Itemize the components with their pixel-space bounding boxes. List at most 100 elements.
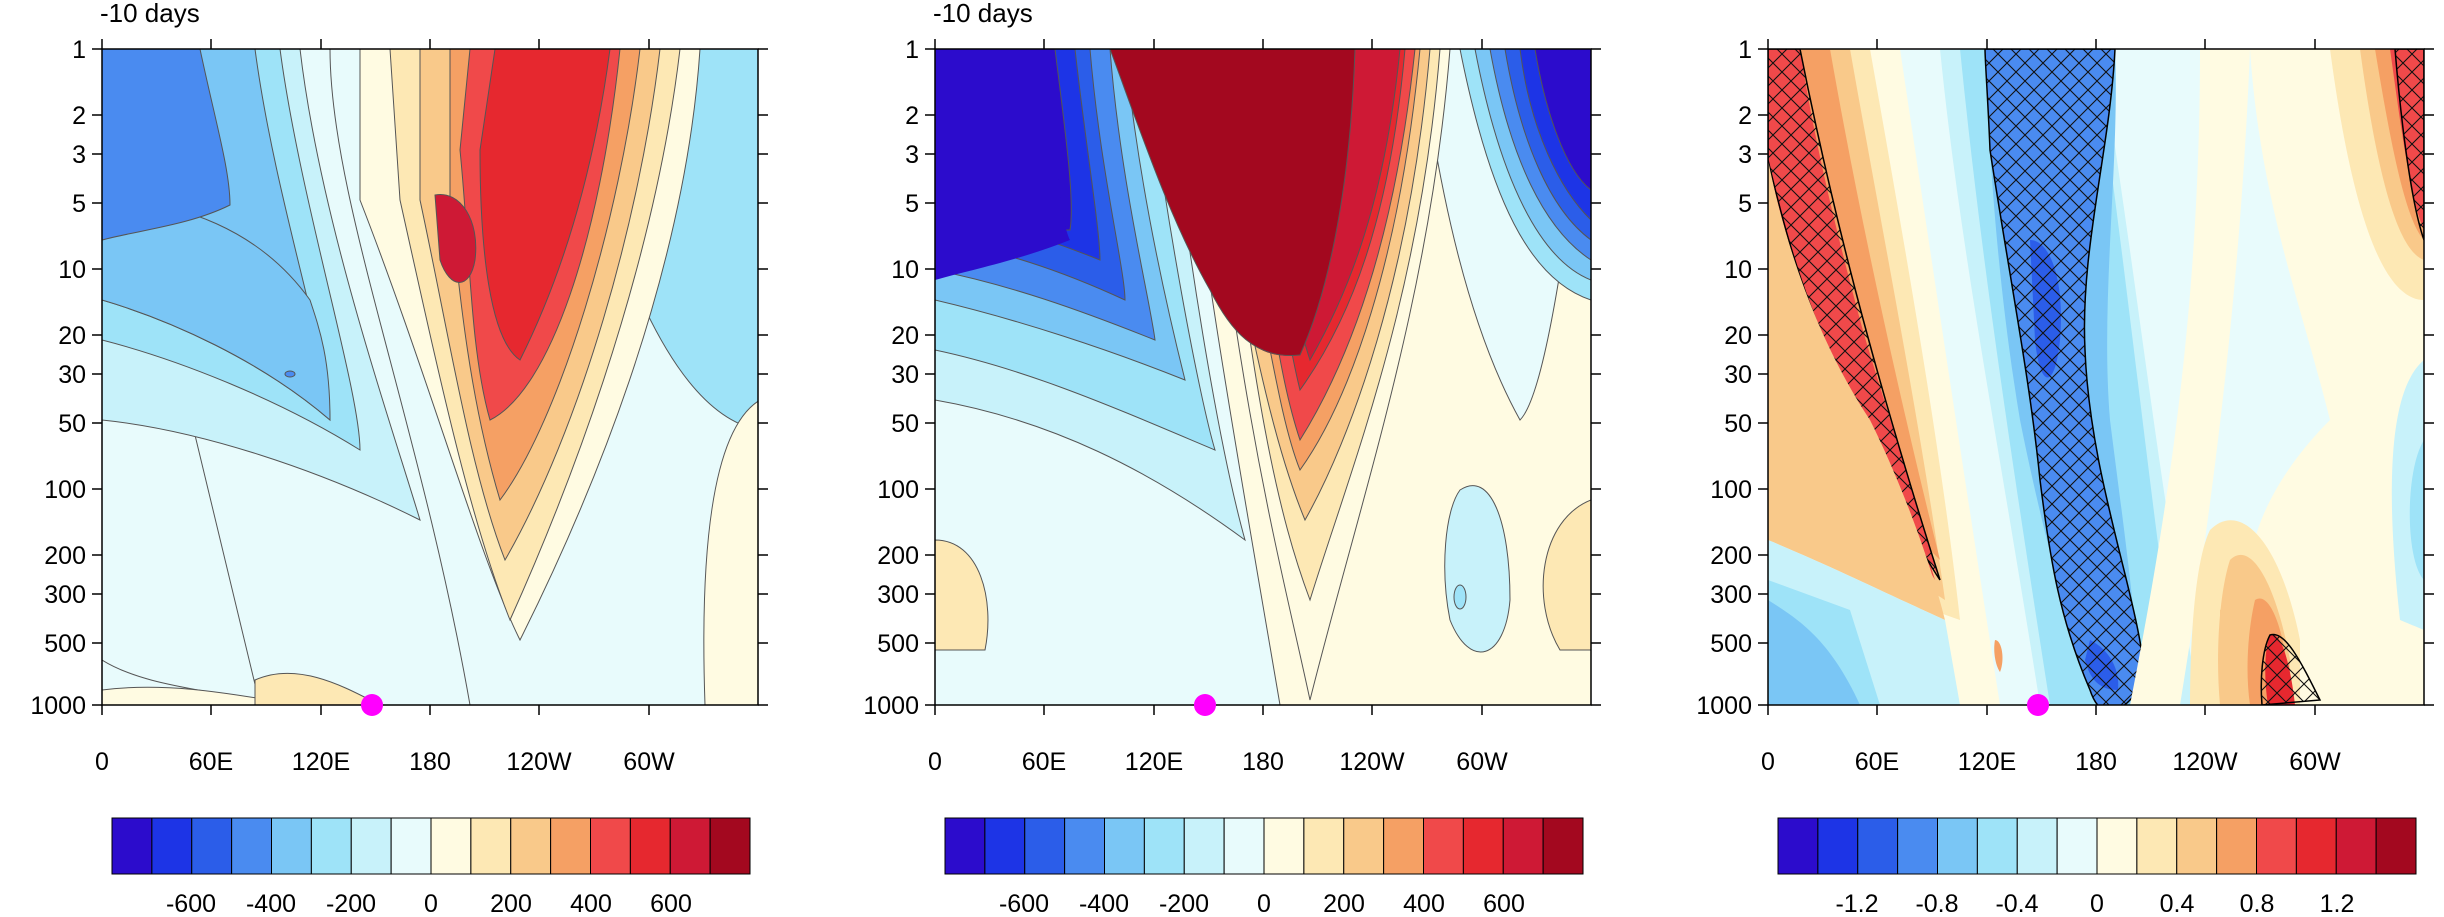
colorbar-swatch <box>151 817 193 875</box>
colorbar-swatch <box>1423 817 1464 875</box>
panel-3: 1 2 3 5 10 20 30 50 100 200 300 500 1000… <box>1696 36 2434 917</box>
x-tick-label: 120E <box>292 748 350 776</box>
x-tick-label: 180 <box>1242 748 1284 776</box>
x-tick-label: 60W <box>1456 748 1508 776</box>
y-tick-label: 2 <box>905 102 919 130</box>
y-tick-label: 100 <box>1710 476 1752 504</box>
colorbar-label: -200 <box>1159 890 1209 917</box>
colorbar-swatch <box>629 817 671 875</box>
y-tick-label: 200 <box>1710 542 1752 570</box>
colorbar-swatch <box>310 817 352 875</box>
panel-2-y-tick-labels: 1 2 3 5 10 20 30 50 100 200 300 500 1000 <box>863 36 919 720</box>
colorbar-swatch <box>590 817 631 875</box>
y-tick-label: 2 <box>72 102 86 130</box>
panel-1-colorbar <box>111 817 751 875</box>
panel-1-plot-area <box>102 49 758 705</box>
y-tick-label: 2 <box>1738 102 1752 130</box>
x-tick-label: 0 <box>1761 748 1775 776</box>
colorbar-swatch <box>1104 817 1145 875</box>
y-tick-label: 300 <box>1710 581 1752 609</box>
colorbar-label: -1.2 <box>1835 890 1878 917</box>
y-tick-label: 1000 <box>863 692 919 720</box>
y-tick-label: 500 <box>877 630 919 658</box>
panel-2-ticks <box>925 39 1601 715</box>
colorbar-swatch <box>1777 817 1819 875</box>
x-tick-label: 120W <box>1339 748 1405 776</box>
x-tick-label: 60E <box>1022 748 1066 776</box>
panel-1-colorbar-labels: -600 -400 -200 0 200 400 600 <box>166 890 692 917</box>
colorbar-label: -0.8 <box>1915 890 1958 917</box>
colorbar-swatch <box>390 817 432 875</box>
y-tick-label: 300 <box>44 581 86 609</box>
y-tick-label: 300 <box>877 581 919 609</box>
x-tick-label: 120E <box>1958 748 2016 776</box>
colorbar-label: 0 <box>1257 890 1271 917</box>
y-tick-label: 1 <box>905 36 919 64</box>
colorbar-swatch <box>1937 817 1978 875</box>
x-tick-label: 60W <box>623 748 675 776</box>
colorbar-swatch <box>1183 817 1225 875</box>
colorbar-swatch <box>350 817 392 875</box>
x-tick-label: 0 <box>928 748 942 776</box>
panel-3-x-tick-labels: 0 60E 120E 180 120W 60W <box>1761 748 2341 776</box>
panel-3-colorbar-labels: -1.2 -0.8 -0.4 0 0.4 0.8 1.2 <box>1835 890 2354 917</box>
colorbar-swatch <box>669 817 711 875</box>
colorbar-label: -0.4 <box>1995 890 2038 917</box>
y-tick-label: 10 <box>891 256 919 284</box>
colorbar-swatch <box>1064 817 1106 875</box>
colorbar-swatch <box>1024 817 1066 875</box>
y-tick-label: 5 <box>72 190 86 218</box>
panel-3-plot-area <box>1768 49 2424 705</box>
colorbar-swatch <box>2256 817 2297 875</box>
colorbar-swatch <box>2295 817 2337 875</box>
y-tick-label: 200 <box>877 542 919 570</box>
y-tick-label: 20 <box>1724 322 1752 350</box>
y-tick-label: 1 <box>1738 36 1752 64</box>
colorbar-label: -200 <box>326 890 376 917</box>
colorbar-swatch <box>2136 817 2178 875</box>
x-tick-label: 0 <box>95 748 109 776</box>
colorbar-swatch <box>944 817 986 875</box>
y-tick-label: 3 <box>1738 141 1752 169</box>
colorbar-swatch <box>2335 817 2377 875</box>
y-tick-label: 100 <box>877 476 919 504</box>
x-tick-label: 60E <box>1855 748 1899 776</box>
panel-3-marker <box>2027 694 2049 716</box>
colorbar-swatch <box>1976 817 2018 875</box>
y-tick-label: 30 <box>58 361 86 389</box>
colorbar-swatch <box>2216 817 2258 875</box>
colorbar-swatch <box>1857 817 1899 875</box>
x-tick-label: 180 <box>2075 748 2117 776</box>
panel-1-marker <box>361 694 383 716</box>
colorbar-swatch <box>1343 817 1385 875</box>
x-tick-label: 120W <box>506 748 572 776</box>
colorbar-swatch <box>1303 817 1345 875</box>
colorbar-label: 400 <box>570 890 612 917</box>
x-tick-label: 60W <box>2289 748 2341 776</box>
colorbar-label: 0 <box>424 890 438 917</box>
colorbar-label: 0.4 <box>2160 890 2195 917</box>
x-tick-label: 120W <box>2172 748 2238 776</box>
y-tick-label: 200 <box>44 542 86 570</box>
y-tick-label: 100 <box>44 476 86 504</box>
colorbar-label: 0 <box>2090 890 2104 917</box>
colorbar-label: -600 <box>999 890 1049 917</box>
panel-2-x-tick-labels: 0 60E 120E 180 120W 60W <box>928 748 1508 776</box>
panel-1-title: -10 days <box>100 0 200 28</box>
y-tick-label: 3 <box>905 141 919 169</box>
colorbar-swatch <box>1462 817 1504 875</box>
colorbar-label: 400 <box>1403 890 1445 917</box>
panel-2: -10 days <box>863 0 1601 917</box>
panel-3-colorbar <box>1777 817 2417 875</box>
y-tick-label: 500 <box>44 630 86 658</box>
y-tick-label: 5 <box>905 190 919 218</box>
x-tick-label: 60E <box>189 748 233 776</box>
x-tick-label: 180 <box>409 748 451 776</box>
panel-2-colorbar <box>944 817 1584 875</box>
panel-2-plot-area <box>935 49 1591 705</box>
colorbar-label: 1.2 <box>2320 890 2355 917</box>
y-tick-label: 500 <box>1710 630 1752 658</box>
colorbar-label: 0.8 <box>2240 890 2275 917</box>
colorbar-swatch <box>191 817 233 875</box>
